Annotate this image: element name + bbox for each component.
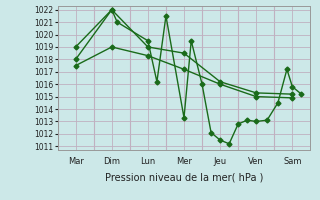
Text: Sam: Sam [283,157,301,166]
Text: Lun: Lun [140,157,156,166]
X-axis label: Pression niveau de la mer( hPa ): Pression niveau de la mer( hPa ) [105,172,263,182]
Text: Dim: Dim [103,157,120,166]
Text: Mer: Mer [176,157,192,166]
Text: Ven: Ven [248,157,264,166]
Text: Mar: Mar [68,157,84,166]
Text: Jeu: Jeu [213,157,227,166]
